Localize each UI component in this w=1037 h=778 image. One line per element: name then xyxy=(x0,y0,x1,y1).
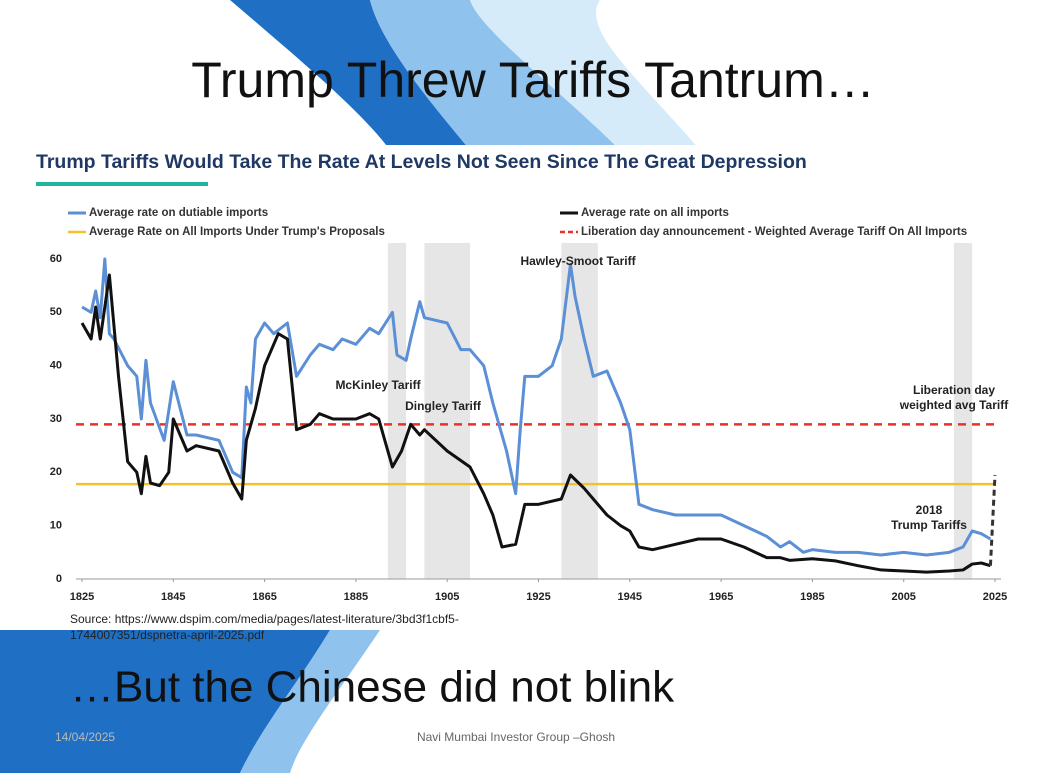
x-tick-label: 1945 xyxy=(618,591,642,603)
annotation: Hawley-Smoot Tariff xyxy=(520,254,636,268)
annotation: 2018 xyxy=(916,503,943,517)
swoosh xyxy=(240,630,380,773)
date: 14/04/2025 xyxy=(55,730,115,744)
annotation: McKinley Tariff xyxy=(335,378,421,392)
annotation: Liberation day xyxy=(913,383,995,397)
swoosh xyxy=(0,630,330,773)
y-tick-label: 30 xyxy=(50,413,62,425)
shaded-period xyxy=(424,243,471,579)
chart-panel xyxy=(10,145,1017,628)
y-tick-label: 40 xyxy=(50,360,62,372)
y-tick-label: 50 xyxy=(50,306,62,318)
x-tick-label: 1985 xyxy=(800,591,824,603)
y-tick-label: 60 xyxy=(50,253,62,265)
x-tick-label: 1845 xyxy=(161,591,185,603)
slide-title: Trump Threw Tariffs Tantrum… xyxy=(191,52,875,108)
annotation: weighted avg Tariff xyxy=(899,398,1009,412)
swoosh xyxy=(370,0,620,150)
series-line xyxy=(988,474,997,566)
x-tick-label: 2025 xyxy=(983,591,1007,603)
title-underline xyxy=(36,182,208,186)
x-tick-label: 1905 xyxy=(435,591,459,603)
annotation: Dingley Tariff xyxy=(405,399,482,413)
y-tick-label: 0 xyxy=(56,573,62,585)
legend-label: Liberation day announcement - Weighted A… xyxy=(581,226,967,238)
y-tick-label: 20 xyxy=(50,466,62,478)
x-tick-label: 1865 xyxy=(252,591,276,603)
chart-title: Trump Tariffs Would Take The Rate At Lev… xyxy=(36,151,807,173)
series-line xyxy=(81,257,992,557)
legend-label: Average Rate on All Imports Under Trump'… xyxy=(89,226,385,238)
shaded-period xyxy=(953,243,973,579)
series-line xyxy=(80,273,991,574)
legend-label: Average rate on dutiable imports xyxy=(89,207,268,219)
x-tick-label: 2005 xyxy=(891,591,915,603)
x-tick-label: 1965 xyxy=(709,591,733,603)
x-tick-label: 1925 xyxy=(526,591,550,603)
x-tick-label: 1885 xyxy=(344,591,368,603)
y-tick-label: 10 xyxy=(50,520,62,532)
slide-subtitle: …But the Chinese did not blink xyxy=(70,663,675,712)
swoosh xyxy=(470,0,700,150)
x-tick-label: 1825 xyxy=(70,591,94,603)
legend-label: Average rate on all imports xyxy=(581,207,729,219)
annotation: Trump Tariffs xyxy=(891,518,967,532)
source: 1744007351/dspnetra-april-2025.pdf xyxy=(70,628,265,642)
swoosh xyxy=(230,0,470,150)
footer: Navi Mumbai Investor Group –Ghosh xyxy=(417,730,615,744)
shaded-period xyxy=(387,243,407,579)
source: Source: https://www.dspim.com/media/page… xyxy=(70,612,459,626)
